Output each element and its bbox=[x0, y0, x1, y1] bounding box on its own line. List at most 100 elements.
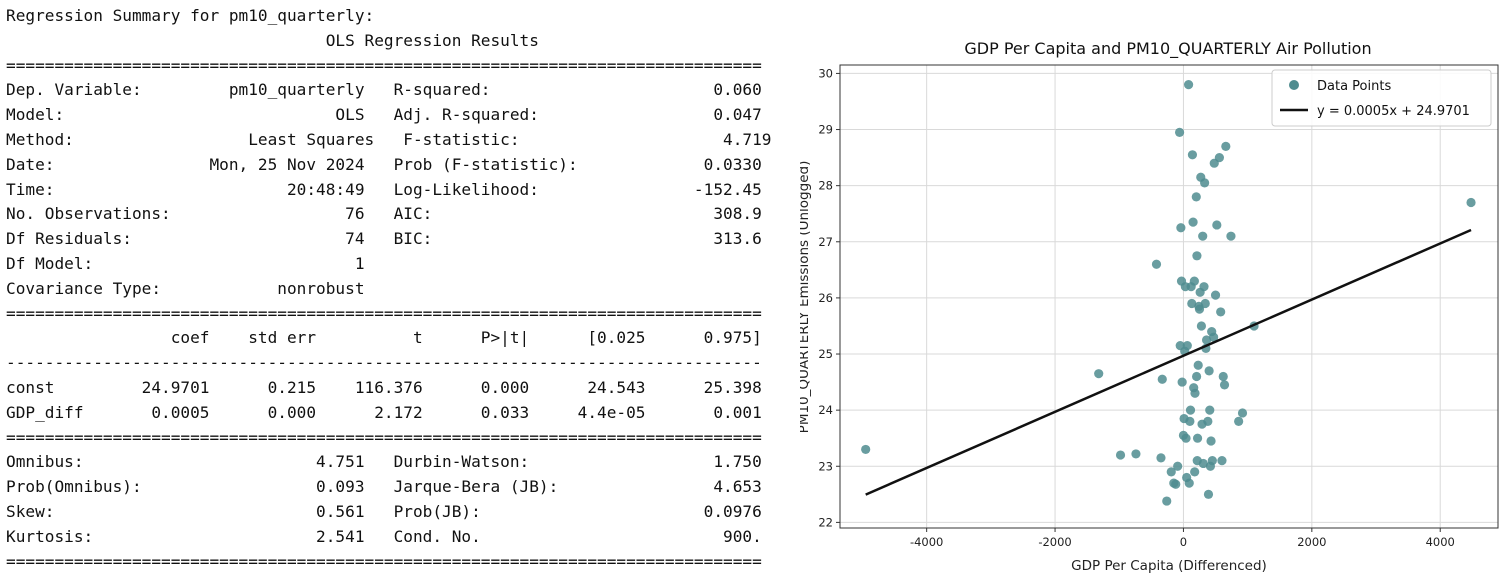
data-point bbox=[1237, 408, 1248, 418]
x-axis-ticks: -4000 -2000 0 2000 4000 bbox=[910, 528, 1455, 549]
x-tick-label: -2000 bbox=[1038, 535, 1071, 549]
y-tick-label: 27 bbox=[818, 235, 833, 249]
data-point bbox=[1207, 456, 1217, 466]
data-point bbox=[1203, 489, 1214, 499]
y-tick-label: 28 bbox=[818, 179, 833, 193]
data-point bbox=[1209, 332, 1219, 342]
summary-line: Method: Least Squares F-statistic: 4.719 bbox=[6, 129, 772, 149]
summary-line: ========================================… bbox=[6, 427, 762, 447]
data-point bbox=[1219, 380, 1230, 390]
y-tick-label: 29 bbox=[818, 123, 833, 137]
data-point bbox=[1174, 127, 1185, 137]
data-point bbox=[1185, 416, 1195, 426]
data-point bbox=[1466, 197, 1476, 208]
y-tick-label: 22 bbox=[818, 515, 833, 529]
data-point bbox=[1156, 453, 1166, 463]
y-tick-label: 24 bbox=[818, 403, 833, 417]
scatter-chart: GDP Per Capita and PM10_QUARTERLY Air Po… bbox=[800, 39, 1499, 574]
summary-heading: Regression Summary for pm10_quarterly: bbox=[6, 6, 375, 25]
summary-line: Dep. Variable: pm10_quarterly R-squared:… bbox=[6, 80, 762, 100]
y-tick-label: 30 bbox=[818, 66, 833, 80]
data-point bbox=[1131, 449, 1141, 459]
data-point bbox=[1204, 366, 1214, 376]
data-point bbox=[1162, 496, 1172, 506]
data-point bbox=[1187, 150, 1198, 160]
summary-line: Time: 20:48:49 Log-Likelihood: -152.45 bbox=[6, 179, 762, 199]
data-point bbox=[1201, 335, 1212, 345]
summary-line: Prob(Omnibus): 0.093 Jarque-Bera (JB): 4… bbox=[6, 477, 762, 497]
summary-line: Omnibus: 4.751 Durbin-Watson: 1.750 bbox=[6, 452, 762, 472]
regression-line-group bbox=[865, 228, 1472, 496]
legend-point-marker bbox=[1289, 80, 1299, 90]
data-point bbox=[1182, 341, 1192, 351]
summary-line: Df Model: 1 bbox=[6, 253, 365, 273]
data-point bbox=[1200, 298, 1210, 309]
summary-line: coef std err t P>|t| [0.025 0.975] bbox=[6, 328, 762, 348]
data-point bbox=[1176, 223, 1186, 233]
data-point bbox=[1198, 231, 1208, 241]
data-point bbox=[1115, 450, 1126, 460]
data-point bbox=[1217, 456, 1227, 466]
y-axis-ticks: 22 23 24 25 26 27 28 29 30 bbox=[818, 66, 840, 529]
data-point bbox=[1200, 178, 1210, 188]
data-point bbox=[1187, 298, 1197, 309]
data-point bbox=[1177, 377, 1187, 387]
data-point bbox=[1192, 251, 1202, 261]
data-point bbox=[1234, 416, 1244, 426]
plot-frame bbox=[839, 64, 1499, 529]
data-point bbox=[1206, 436, 1216, 446]
summary-line: ========================================… bbox=[6, 551, 762, 571]
regression-summary: Regression Summary for pm10_quarterly: O… bbox=[6, 4, 806, 574]
data-point bbox=[1196, 321, 1207, 331]
data-point bbox=[1189, 276, 1199, 286]
chart-title: GDP Per Capita and PM10_QUARTERLY Air Po… bbox=[964, 39, 1371, 59]
data-point bbox=[1218, 371, 1228, 382]
y-tick-label: 26 bbox=[818, 291, 833, 305]
data-point bbox=[1184, 478, 1194, 488]
data-point bbox=[1173, 461, 1183, 471]
data-point bbox=[1194, 304, 1205, 314]
data-point bbox=[1193, 360, 1203, 370]
summary-table: OLS Regression Results =================… bbox=[6, 31, 771, 571]
data-point bbox=[1151, 259, 1162, 269]
summary-line: Model: OLS Adj. R-squared: 0.047 bbox=[6, 105, 762, 125]
data-point bbox=[1157, 374, 1167, 384]
regression-line bbox=[865, 228, 1472, 496]
data-point bbox=[1183, 80, 1194, 90]
data-point bbox=[1181, 433, 1191, 443]
legend-label-line: y = 0.0005x + 24.9701 bbox=[1317, 104, 1470, 119]
data-point bbox=[1171, 479, 1181, 489]
summary-line: ========================================… bbox=[6, 55, 762, 75]
summary-line: OLS Regression Results bbox=[6, 30, 539, 50]
x-tick-label: 4000 bbox=[1426, 535, 1455, 549]
summary-line: Date: Mon, 25 Nov 2024 Prob (F-statistic… bbox=[6, 154, 762, 174]
summary-line: Skew: 0.561 Prob(JB): 0.0976 bbox=[6, 501, 762, 521]
y-axis-title: PM10_QUARTERLY Emissions (Unlogged) bbox=[800, 161, 812, 434]
y-tick-label: 25 bbox=[818, 347, 833, 361]
legend-label-points: Data Points bbox=[1317, 79, 1391, 94]
summary-line: Df Residuals: 74 BIC: 313.6 bbox=[6, 229, 762, 249]
data-point bbox=[1214, 153, 1224, 163]
data-point bbox=[1192, 433, 1203, 443]
x-tick-label: 2000 bbox=[1297, 535, 1326, 549]
x-tick-label: -4000 bbox=[910, 535, 943, 549]
data-point bbox=[1199, 282, 1209, 292]
data-point bbox=[1212, 220, 1222, 230]
data-point bbox=[1191, 192, 1201, 202]
data-point bbox=[1205, 405, 1215, 415]
summary-line: No. Observations: 76 AIC: 308.9 bbox=[6, 204, 762, 224]
data-point bbox=[1203, 416, 1213, 426]
data-point bbox=[1185, 405, 1196, 415]
y-tick-label: 23 bbox=[818, 459, 833, 473]
data-point bbox=[1221, 141, 1231, 151]
data-point bbox=[861, 444, 871, 455]
summary-line: ----------------------------------------… bbox=[6, 353, 762, 373]
x-tick-label: 0 bbox=[1180, 535, 1187, 549]
data-point bbox=[1190, 388, 1200, 398]
grid bbox=[840, 65, 1498, 528]
legend: Data Points y = 0.0005x + 24.9701 bbox=[1271, 69, 1492, 127]
data-point bbox=[1192, 371, 1202, 382]
summary-line: const 24.9701 0.215 116.376 0.000 24.543… bbox=[6, 377, 762, 397]
data-point bbox=[1216, 307, 1226, 317]
legend-box bbox=[1271, 69, 1492, 127]
